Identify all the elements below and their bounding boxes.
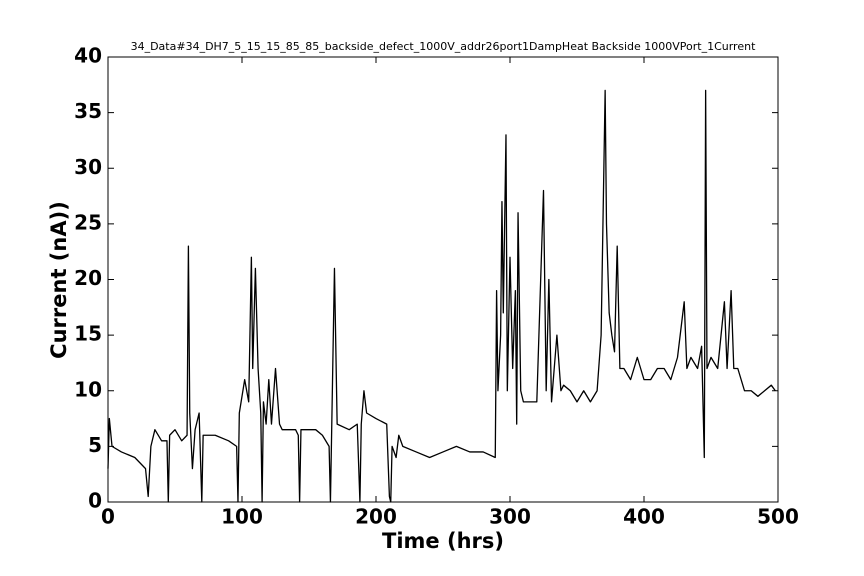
x-tick-label: 300 bbox=[489, 505, 531, 529]
y-tick-label: 35 bbox=[74, 99, 102, 123]
y-tick-label: 15 bbox=[74, 322, 102, 346]
x-tick-label: 400 bbox=[623, 505, 665, 529]
x-tick-label: 0 bbox=[101, 505, 115, 529]
y-tick-label: 5 bbox=[88, 433, 102, 457]
y-tick-label: 25 bbox=[74, 210, 102, 234]
x-tick-label: 200 bbox=[355, 505, 397, 529]
y-tick-label: 30 bbox=[74, 155, 102, 179]
data-line bbox=[107, 89, 776, 503]
y-tick-label: 10 bbox=[74, 377, 102, 401]
y-tick-label: 40 bbox=[74, 44, 102, 68]
y-tick-label: 0 bbox=[88, 489, 102, 513]
x-axis-label: Time (hrs) bbox=[382, 529, 504, 553]
x-tick-label: 100 bbox=[221, 505, 263, 529]
chart-title: 34_Data#34_DH7_5_15_15_85_85_backside_de… bbox=[131, 40, 756, 53]
y-axis-label: Current (nA)) bbox=[47, 201, 71, 359]
y-tick-label: 20 bbox=[74, 266, 102, 290]
x-tick-label: 500 bbox=[757, 505, 799, 529]
